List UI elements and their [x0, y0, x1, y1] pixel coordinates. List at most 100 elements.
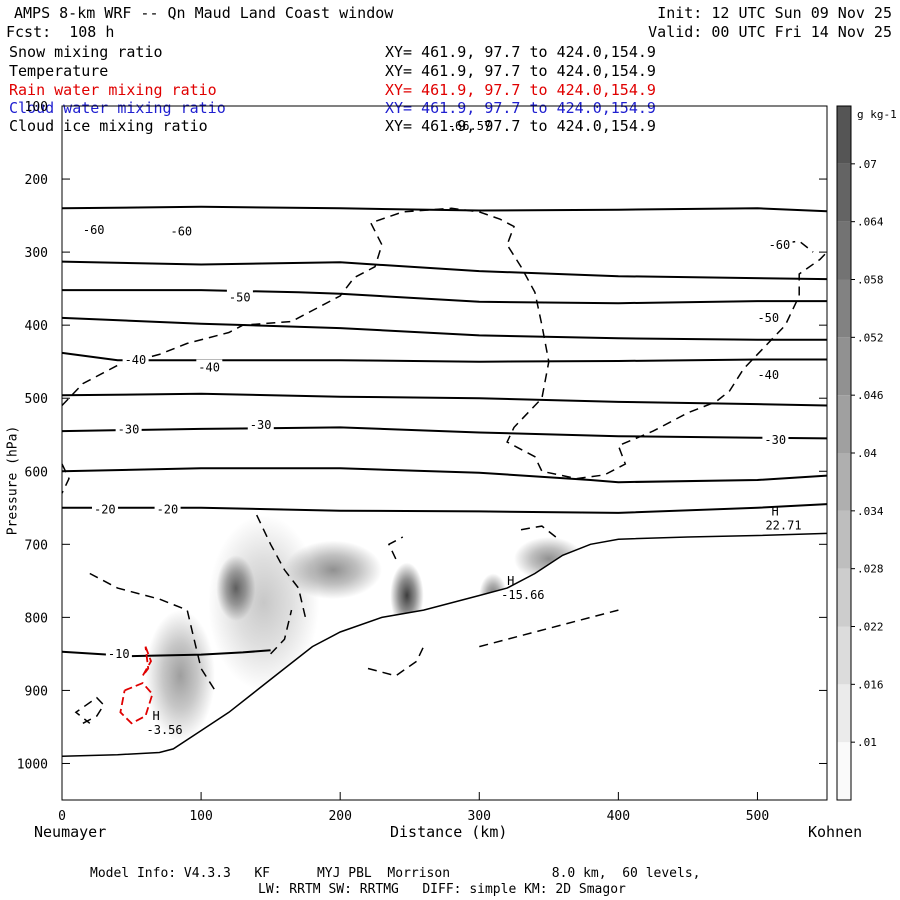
isotherm-label-4: -50: [757, 311, 779, 325]
isotherm-4: [61, 351, 827, 363]
isotherm-label-7: -40: [757, 368, 779, 382]
model-info-line2: LW: RRTM SW: RRTMG DIFF: simple KM: 2D S…: [258, 882, 626, 897]
cloud-ice-contour-7: [270, 609, 293, 655]
isotherm-label-13: -10: [108, 647, 130, 661]
isotherm-1: [61, 260, 828, 281]
y-tick-label-7: 800: [25, 611, 48, 626]
plot-frame: [61, 105, 828, 801]
cloud-ice-contour-8: [387, 536, 404, 560]
isotherm-label-bg-10: [762, 431, 789, 446]
legend-snow: Snow mixing ratio: [9, 43, 163, 61]
y-tick-label-0: 100: [25, 100, 48, 115]
isotherm-6: [61, 426, 828, 440]
legend-rain: Rain water mixing ratio: [9, 81, 217, 99]
colorbar-label-4: .034: [857, 505, 884, 518]
isotherm-label-3: -50: [229, 290, 251, 304]
y-tick-label-2: 300: [25, 246, 48, 261]
colorbar-label-9: .064: [857, 216, 884, 229]
isotherm-label-bg-0: [80, 222, 107, 237]
legend-cloud-ice-xy: XY= 461.9, 97.7 to 424.0,154.9: [385, 117, 656, 135]
high-marker-0: H: [153, 709, 160, 723]
colorbar-segment-9: [837, 221, 851, 280]
terrain-line: [61, 532, 828, 757]
y-tick-label-5: 600: [25, 465, 48, 480]
isotherm-label-bg-5: [122, 352, 149, 367]
legend-temperature: Temperature: [9, 62, 109, 80]
y-tick-label-3: 400: [25, 319, 48, 334]
isotherm-label-9: -30: [250, 418, 272, 432]
snow-shading-layer: [145, 515, 584, 742]
cloud-ice-contour-5: [367, 646, 425, 677]
colorbar-segment-1: [837, 684, 851, 743]
snow-blob-5: [145, 610, 216, 742]
colorbar-segment-11: [837, 106, 851, 164]
cloud-ice-contour-9: [520, 525, 557, 538]
rain-contour-1: [119, 682, 154, 725]
high-value-0: -3.56: [147, 723, 183, 737]
y-tick-label-1: 200: [25, 173, 48, 188]
isotherm-label-6: -40: [198, 361, 220, 375]
legend-snow-xy: XY= 461.9, 97.7 to 424.0,154.9: [385, 43, 656, 61]
cloud-ice-contour-2: [89, 572, 216, 691]
legend-temperature-xy: XY= 461.9, 97.7 to 424.0,154.9: [385, 62, 656, 80]
colorbar-segment-6: [837, 395, 851, 453]
y-tick-label-9: 1000: [17, 757, 48, 772]
isotherm-label-0: -60: [83, 223, 105, 237]
isotherm-label-11: -20: [94, 502, 116, 516]
legend-cloud-ice: Cloud ice mixing ratio: [9, 117, 208, 135]
y-tick-label-8: 900: [25, 684, 48, 699]
colorbar-label-6: .046: [857, 389, 884, 402]
y-tick-label-6: 700: [25, 538, 48, 553]
colorbar-label-5: .04: [857, 447, 877, 460]
isotherm-layer: [61, 205, 828, 658]
isotherm-label-bg-9: [247, 417, 274, 432]
isotherm-5: [61, 392, 828, 407]
isotherm-label-5: -40: [125, 353, 147, 367]
isotherm-label-10: -30: [764, 433, 786, 447]
isotherm-label-bg-13: [105, 645, 132, 660]
x-tick-label-1: 100: [189, 809, 212, 824]
x-tick-label-5: 500: [746, 809, 769, 824]
isotherm-label-8: -30: [118, 423, 140, 437]
colorbar-segment-3: [837, 568, 851, 627]
x-right-station: Kohnen: [808, 823, 863, 841]
x-left-station: Neumayer: [34, 823, 107, 841]
isotherm-label-bg-6: [196, 359, 223, 374]
isotherm-label-bg-3: [226, 289, 253, 304]
isotherm-label-12: -20: [157, 502, 179, 516]
y-tick-label-4: 500: [25, 392, 48, 407]
isotherm-0: [61, 205, 828, 213]
isotherm-7: [61, 467, 828, 484]
high-value-1: -15.66: [501, 588, 544, 602]
colorbar-segment-8: [837, 279, 851, 338]
cloud-ice-contour-3: [74, 696, 105, 724]
isotherm-8: [62, 503, 828, 514]
x-axis-label: Distance (km): [390, 823, 508, 841]
valid-time: Valid: 00 UTC Fri 14 Nov 25: [648, 23, 892, 41]
colorbar-label-7: .052: [857, 331, 884, 344]
x-tick-label-2: 200: [328, 809, 351, 824]
colorbar-segment-4: [837, 510, 851, 569]
isotherm-label-bg-12: [154, 501, 181, 516]
init-time: Init: 12 UTC Sun 09 Nov 25: [657, 4, 892, 22]
model-info-line1: Model Info: V4.3.3 KF MYJ PBL Morrison 8…: [90, 866, 701, 881]
isotherm-2: [62, 289, 827, 305]
colorbar-segment-10: [837, 163, 851, 222]
terrain-fill: [62, 533, 827, 800]
chart-title: AMPS 8-km WRF -- Qn Maud Land Coast wind…: [14, 4, 394, 22]
colorbar-label-10: .07: [857, 158, 877, 171]
isotherm-label-1: -60: [170, 225, 192, 239]
colorbar-label-3: .028: [857, 563, 884, 576]
cloud-ice-contour-1: [61, 463, 70, 494]
isotherm-label-bg-4: [755, 309, 782, 324]
axis-layer: 0 100 200 300 400 500 100 200 300 400 500 600 700 800…: [17, 100, 827, 824]
legend-cloud-water-xy: XY= 461.9, 97.7 to 424.0,154.9: [385, 99, 656, 117]
isotherm-label-bg-8: [115, 421, 142, 436]
colorbar-label-0: .01: [857, 736, 877, 749]
legend-cloud-water: Cloud water mixing ratio: [9, 99, 226, 117]
colorbar-segment-0: [837, 742, 851, 800]
colorbar-label-2: .022: [857, 621, 884, 634]
isotherm-label-bg-7: [755, 366, 782, 381]
isotherm-3: [61, 316, 827, 341]
cloud-ice-contour-layer: [61, 207, 828, 724]
